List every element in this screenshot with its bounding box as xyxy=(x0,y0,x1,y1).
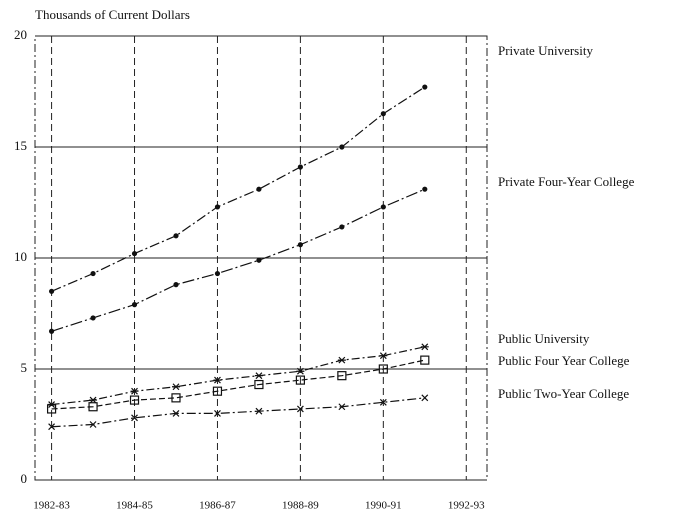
marker xyxy=(48,328,55,334)
marker xyxy=(297,242,303,248)
marker xyxy=(296,405,304,413)
series-label: Private University xyxy=(498,43,593,58)
marker xyxy=(379,352,388,360)
marker xyxy=(295,375,305,385)
marker xyxy=(339,144,345,150)
marker xyxy=(297,164,303,170)
x-tick-label: 1992-93 xyxy=(448,500,485,512)
marker xyxy=(130,387,139,395)
series-label: Public University xyxy=(498,331,590,346)
x-tick-label: 1990-91 xyxy=(365,500,402,512)
marker xyxy=(131,414,138,422)
marker xyxy=(90,270,96,277)
marker xyxy=(380,204,386,210)
x-tick-label: 1982-83 xyxy=(33,500,70,512)
marker xyxy=(171,383,180,391)
marker xyxy=(89,421,97,428)
marker xyxy=(256,257,262,263)
marker xyxy=(421,394,429,402)
y-tick-label: 10 xyxy=(14,249,27,264)
x-tick-label: 1986-87 xyxy=(199,500,236,512)
marker xyxy=(339,224,345,230)
marker xyxy=(171,393,181,403)
x-tick-label: 1988-89 xyxy=(282,500,319,512)
marker xyxy=(380,111,386,117)
marker xyxy=(379,398,387,406)
marker xyxy=(338,403,346,411)
marker xyxy=(88,402,98,412)
series-label: Public Four Year College xyxy=(498,353,630,368)
marker xyxy=(378,364,388,374)
marker xyxy=(214,270,221,277)
axis-title: Thousands of Current Dollars xyxy=(35,7,190,22)
series-line xyxy=(51,346,425,406)
marker xyxy=(214,204,221,210)
marker xyxy=(422,186,428,192)
y-tick-label: 0 xyxy=(21,471,28,486)
marker xyxy=(212,386,223,396)
marker xyxy=(129,395,140,405)
marker xyxy=(256,186,262,192)
marker xyxy=(420,355,430,365)
y-tick-label: 15 xyxy=(14,138,27,153)
marker xyxy=(172,409,180,417)
marker xyxy=(46,404,57,414)
series-line xyxy=(51,188,426,332)
marker xyxy=(48,423,56,431)
y-tick-label: 5 xyxy=(21,360,28,375)
marker xyxy=(213,376,222,384)
marker xyxy=(254,379,264,390)
series-label: Private Four-Year College xyxy=(498,174,635,189)
marker xyxy=(89,396,98,404)
series-line xyxy=(51,86,426,292)
marker xyxy=(90,315,96,321)
marker xyxy=(173,282,179,288)
marker xyxy=(337,356,346,364)
marker xyxy=(254,372,263,380)
marker xyxy=(296,367,305,375)
series-line xyxy=(51,397,425,428)
marker xyxy=(420,343,429,351)
marker xyxy=(255,407,263,415)
series-line xyxy=(51,359,425,410)
y-tick-label: 20 xyxy=(14,27,27,42)
marker xyxy=(131,302,138,308)
marker xyxy=(337,371,347,381)
series-label: Public Two-Year College xyxy=(498,386,629,401)
marker xyxy=(48,288,55,294)
marker xyxy=(422,84,428,90)
marker xyxy=(131,250,138,257)
x-tick-label: 1984-85 xyxy=(116,500,153,512)
marker xyxy=(173,233,179,239)
marker xyxy=(214,409,221,417)
